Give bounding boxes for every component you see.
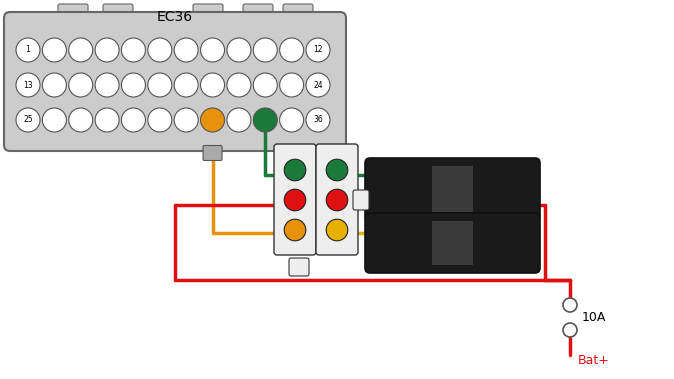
Circle shape — [284, 189, 306, 211]
FancyBboxPatch shape — [4, 12, 346, 151]
Circle shape — [326, 189, 348, 211]
Circle shape — [326, 219, 348, 241]
Text: 24: 24 — [313, 80, 323, 89]
Circle shape — [42, 108, 66, 132]
Circle shape — [148, 108, 172, 132]
Circle shape — [121, 108, 146, 132]
FancyBboxPatch shape — [193, 4, 223, 20]
Circle shape — [121, 38, 146, 62]
Circle shape — [69, 73, 93, 97]
Text: 36: 36 — [313, 116, 323, 124]
Circle shape — [201, 73, 224, 97]
Circle shape — [16, 38, 40, 62]
Circle shape — [174, 38, 198, 62]
Circle shape — [121, 73, 146, 97]
Circle shape — [69, 108, 93, 132]
Circle shape — [284, 159, 306, 181]
Circle shape — [95, 38, 119, 62]
Circle shape — [174, 73, 198, 97]
Circle shape — [280, 38, 303, 62]
FancyBboxPatch shape — [283, 4, 313, 20]
Circle shape — [280, 108, 303, 132]
Circle shape — [148, 73, 172, 97]
Circle shape — [227, 108, 251, 132]
FancyBboxPatch shape — [103, 4, 133, 20]
Circle shape — [69, 38, 93, 62]
Text: 25: 25 — [23, 116, 33, 124]
Circle shape — [42, 38, 66, 62]
Text: 10A: 10A — [582, 311, 607, 324]
Text: 1: 1 — [26, 45, 30, 55]
FancyBboxPatch shape — [243, 4, 273, 20]
Circle shape — [563, 298, 577, 312]
Circle shape — [253, 108, 277, 132]
Circle shape — [306, 108, 330, 132]
Circle shape — [16, 108, 40, 132]
Text: EC36: EC36 — [157, 10, 193, 24]
FancyBboxPatch shape — [203, 146, 222, 160]
Circle shape — [284, 219, 306, 241]
FancyBboxPatch shape — [365, 213, 540, 273]
Circle shape — [227, 73, 251, 97]
Circle shape — [227, 38, 251, 62]
Circle shape — [148, 38, 172, 62]
FancyBboxPatch shape — [274, 144, 316, 255]
Text: 12: 12 — [313, 45, 323, 55]
Circle shape — [306, 38, 330, 62]
Circle shape — [253, 73, 277, 97]
Circle shape — [16, 73, 40, 97]
Circle shape — [280, 73, 303, 97]
Circle shape — [174, 108, 198, 132]
Circle shape — [563, 323, 577, 337]
FancyBboxPatch shape — [353, 190, 369, 210]
FancyBboxPatch shape — [316, 144, 358, 255]
Circle shape — [201, 38, 224, 62]
Circle shape — [42, 73, 66, 97]
Circle shape — [326, 159, 348, 181]
Circle shape — [95, 108, 119, 132]
Circle shape — [253, 38, 277, 62]
Text: Bat+: Bat+ — [578, 354, 610, 366]
Bar — [432, 166, 473, 212]
Circle shape — [306, 73, 330, 97]
FancyBboxPatch shape — [58, 4, 88, 20]
Circle shape — [95, 73, 119, 97]
FancyBboxPatch shape — [365, 158, 540, 220]
Bar — [432, 221, 473, 265]
Text: 13: 13 — [23, 80, 33, 89]
Circle shape — [201, 108, 224, 132]
FancyBboxPatch shape — [289, 258, 309, 276]
